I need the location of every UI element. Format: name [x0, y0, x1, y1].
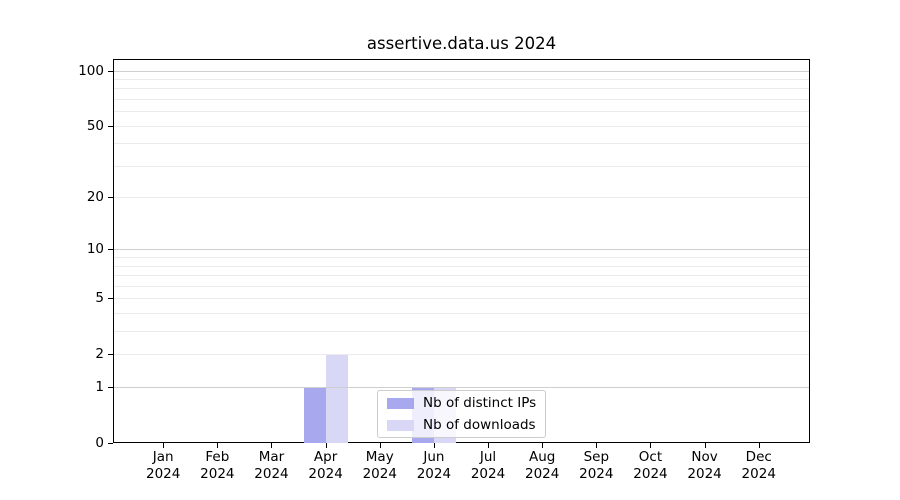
x-tick-label: Mar 2024: [254, 449, 289, 482]
x-tick-label: Aug 2024: [524, 449, 560, 482]
major-gridline: [114, 70, 809, 72]
legend-swatch-nb-of-downloads: [387, 419, 414, 431]
minor-gridline: [114, 265, 809, 267]
x-tick-mark: [379, 443, 381, 448]
x-tick-mark: [596, 443, 598, 448]
legend-label: Nb of downloads: [423, 417, 536, 433]
x-tick-label: Feb 2024: [200, 449, 235, 482]
x-tick-mark: [650, 443, 652, 448]
minor-gridline: [114, 275, 809, 277]
x-tick-mark: [704, 443, 706, 448]
x-tick-mark: [271, 443, 273, 448]
minor-gridline: [114, 143, 809, 145]
minor-gridline: [114, 111, 809, 113]
minor-gridline: [114, 125, 809, 127]
x-tick-label: Dec 2024: [741, 449, 776, 482]
minor-gridline: [114, 285, 809, 287]
x-tick-label: Jan 2024: [146, 449, 181, 482]
major-gridline: [114, 249, 809, 251]
x-tick-mark: [488, 443, 490, 448]
y-tick-label: 0: [95, 435, 104, 451]
y-tick-label: 1: [95, 379, 104, 396]
y-tick-label: 5: [95, 290, 104, 307]
minor-gridline: [114, 165, 809, 167]
legend-item: Nb of distinct IPs: [387, 392, 545, 414]
minor-gridline: [114, 313, 809, 315]
y-tick-label: 50: [86, 117, 104, 134]
y-tick-mark: [108, 387, 113, 389]
x-tick-mark: [163, 443, 165, 448]
x-tick-label: Nov 2024: [687, 449, 722, 482]
x-tick-label: Sep 2024: [579, 449, 614, 482]
x-tick-mark: [433, 443, 435, 448]
minor-gridline: [114, 98, 809, 100]
x-tick-label: Oct 2024: [633, 449, 668, 482]
y-tick-label: 10: [86, 241, 104, 258]
minor-gridline: [114, 257, 809, 259]
y-tick-mark: [108, 197, 113, 199]
minor-gridline: [114, 88, 809, 90]
legend-swatch-nb-of-distinct-ips: [387, 397, 414, 409]
x-tick-mark: [542, 443, 544, 448]
minor-gridline: [114, 298, 809, 300]
x-tick-mark: [758, 443, 760, 448]
y-tick-mark: [108, 443, 113, 444]
legend: Nb of distinct IPs Nb of downloads: [377, 390, 546, 438]
bar-nb-of-distinct-ips-apr-2024: [303, 387, 326, 443]
x-tick-label: Jun 2024: [416, 449, 452, 482]
y-tick-mark: [108, 125, 113, 127]
plot-area: [113, 59, 810, 443]
y-tick-mark: [108, 298, 113, 300]
major-gridline: [114, 387, 809, 389]
y-tick-label: 2: [95, 346, 104, 363]
y-tick-label: 20: [86, 189, 104, 206]
minor-gridline: [114, 331, 809, 333]
x-tick-mark: [325, 443, 327, 448]
x-tick-mark: [217, 443, 219, 448]
x-tick-label: Apr 2024: [308, 449, 343, 482]
y-tick-mark: [108, 354, 113, 356]
legend-item: Nb of downloads: [387, 414, 545, 436]
minor-gridline: [114, 78, 809, 80]
minor-gridline: [114, 354, 809, 356]
minor-gridline: [114, 197, 809, 199]
chart-title: assertive.data.us 2024: [366, 34, 557, 53]
x-tick-label: May 2024: [362, 449, 397, 482]
y-tick-mark: [108, 249, 113, 251]
y-tick-mark: [108, 70, 113, 72]
gridlines-layer: [114, 60, 809, 442]
y-tick-label: 100: [78, 62, 104, 79]
bar-nb-of-downloads-apr-2024: [325, 354, 348, 443]
x-tick-label: Jul 2024: [470, 449, 506, 482]
legend-label: Nb of distinct IPs: [423, 395, 537, 411]
